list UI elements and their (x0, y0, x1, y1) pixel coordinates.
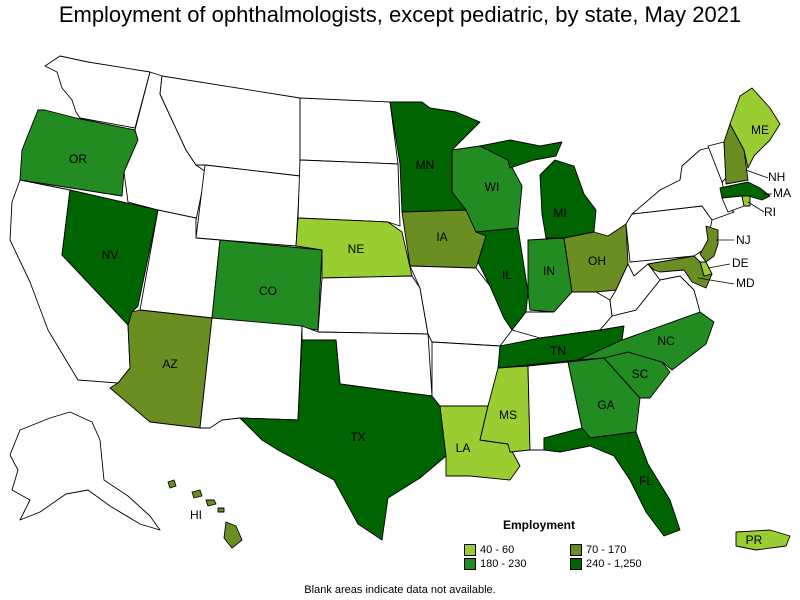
label-mn: MN (416, 158, 435, 172)
label-az: AZ (162, 357, 177, 371)
label-ne: NE (348, 242, 365, 256)
label-il: IL (502, 268, 512, 282)
label-tx: TX (350, 430, 365, 444)
label-fl: FL (639, 474, 653, 488)
label-pr: PR (746, 533, 763, 547)
state-ri[interactable] (741, 195, 751, 207)
legend-item-180-230: 180 - 230 (464, 558, 570, 570)
label-wi: WI (485, 180, 500, 194)
legend-swatch (464, 558, 476, 570)
label-oh: OH (588, 254, 606, 268)
label-me: ME (751, 123, 769, 137)
legend-swatch (464, 544, 476, 556)
state-tx[interactable] (239, 339, 447, 541)
label-nv: NV (102, 248, 119, 262)
legend-item-70-170: 70 - 170 (570, 544, 670, 556)
legend-label: 40 - 60 (480, 544, 515, 556)
legend-label: 240 - 1,250 (586, 558, 642, 570)
state-ak[interactable] (9, 411, 161, 531)
label-ga: GA (597, 398, 614, 412)
label-in: IN (543, 264, 555, 278)
state-wy[interactable] (195, 164, 301, 247)
label-ia: IA (436, 230, 447, 244)
legend-item-40-60: 40 - 60 (464, 544, 570, 556)
label-de: DE (732, 256, 749, 270)
label-leader-lines (697, 169, 772, 285)
label-nh: NH (768, 170, 785, 184)
label-nj: NJ (736, 233, 751, 247)
map-title: Employment of ophthalmologists, except p… (58, 2, 742, 27)
legend-label: 70 - 170 (586, 544, 627, 556)
label-sc: SC (632, 367, 649, 381)
legend-label: 180 - 230 (480, 558, 527, 570)
label-ri: RI (764, 205, 776, 219)
label-co: CO (259, 284, 277, 298)
legend-title: Employment (502, 518, 575, 532)
label-ma: MA (773, 186, 791, 200)
footnote: Blank areas indicate data not available. (304, 584, 496, 596)
legend-item-240-1250: 240 - 1,250 (570, 558, 670, 570)
state-ar[interactable] (431, 341, 501, 407)
label-tn: TN (550, 344, 566, 358)
state-md[interactable] (647, 255, 713, 289)
label-la: LA (456, 441, 471, 455)
label-mi: MI (553, 206, 566, 220)
label-md: MD (736, 276, 755, 290)
state-mi-up[interactable] (479, 139, 563, 169)
label-nc: NC (657, 334, 675, 348)
state-nj[interactable] (699, 225, 719, 263)
state-hi[interactable] (167, 479, 243, 549)
label-or: OR (69, 152, 87, 166)
state-pa[interactable] (625, 205, 713, 263)
legend-swatch (570, 544, 582, 556)
label-ms: MS (499, 408, 517, 422)
state-nd[interactable] (299, 97, 399, 165)
state-il[interactable] (475, 227, 529, 331)
state-mo[interactable] (409, 265, 513, 347)
label-hi: HI (190, 508, 202, 522)
legend-swatch (570, 558, 582, 570)
state-pr[interactable] (735, 529, 791, 551)
legend: Employment 40 - 60 70 - 170 180 - 230 24… (464, 518, 664, 570)
state-ks[interactable] (317, 275, 429, 335)
state-nm[interactable] (199, 317, 303, 429)
state-fl[interactable] (543, 427, 681, 537)
state-me[interactable] (729, 87, 781, 169)
state-sd[interactable] (297, 159, 401, 227)
state-nh[interactable] (723, 123, 749, 185)
state-labels: OR NV AZ CO NE TX MN IA LA WI IL MI IN O… (69, 123, 791, 547)
state-mi[interactable] (539, 159, 597, 239)
state-wa[interactable] (44, 55, 151, 129)
